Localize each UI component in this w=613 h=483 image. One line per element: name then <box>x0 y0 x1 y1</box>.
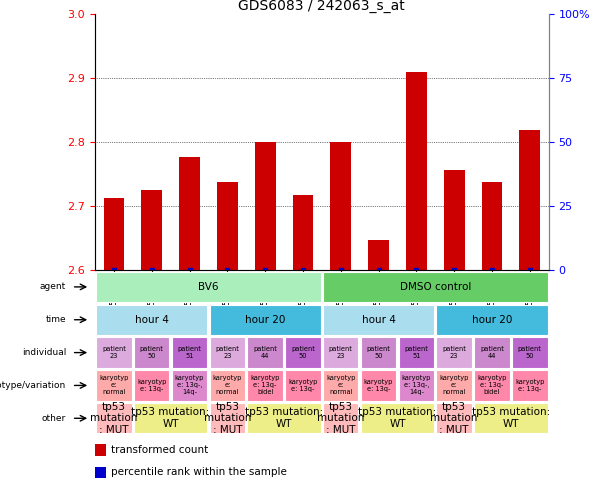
Text: tp53 mutation:
WT: tp53 mutation: WT <box>132 408 210 429</box>
Text: karyotyp
e:
normal: karyotyp e: normal <box>99 375 129 396</box>
Text: hour 4: hour 4 <box>362 315 395 325</box>
Text: karyotyp
e: 13q-: karyotyp e: 13q- <box>288 379 318 392</box>
Text: tp53 mutation:
WT: tp53 mutation: WT <box>472 408 550 429</box>
Text: karyotyp
e:
normal: karyotyp e: normal <box>213 375 242 396</box>
Text: karyotyp
e: 13q-
bidel: karyotyp e: 13q- bidel <box>478 375 506 396</box>
Bar <box>134 370 169 400</box>
Bar <box>323 272 547 302</box>
Text: BV6: BV6 <box>198 282 219 292</box>
Bar <box>210 305 321 335</box>
Text: patient
50: patient 50 <box>518 346 542 359</box>
Bar <box>323 338 359 368</box>
Bar <box>436 338 472 368</box>
Bar <box>398 370 434 400</box>
Bar <box>474 370 509 400</box>
Bar <box>134 403 207 433</box>
Text: tp53
mutation
: MUT: tp53 mutation : MUT <box>317 402 364 435</box>
Text: patient
23: patient 23 <box>329 346 352 359</box>
Text: karyotyp
e:
normal: karyotyp e: normal <box>326 375 356 396</box>
Text: patient
23: patient 23 <box>102 346 126 359</box>
Bar <box>323 403 359 433</box>
Text: karyotyp
e: 13q-: karyotyp e: 13q- <box>137 379 166 392</box>
Text: patient
23: patient 23 <box>442 346 466 359</box>
Text: other: other <box>42 414 66 423</box>
Bar <box>96 305 207 335</box>
Bar <box>210 370 245 400</box>
Bar <box>482 182 502 270</box>
Bar <box>96 403 132 433</box>
Bar <box>323 305 434 335</box>
Bar <box>292 195 313 270</box>
Bar <box>512 338 547 368</box>
Bar <box>248 370 283 400</box>
Bar <box>398 338 434 368</box>
Text: patient
23: patient 23 <box>215 346 239 359</box>
Text: tp53
mutation
: MUT: tp53 mutation : MUT <box>430 402 478 435</box>
Text: hour 20: hour 20 <box>245 315 285 325</box>
Bar <box>95 467 106 478</box>
Bar <box>285 338 321 368</box>
Text: patient
50: patient 50 <box>367 346 390 359</box>
Bar <box>474 403 547 433</box>
Bar <box>368 240 389 270</box>
Text: hour 4: hour 4 <box>135 315 169 325</box>
Text: tp53
mutation
: MUT: tp53 mutation : MUT <box>90 402 137 435</box>
Text: individual: individual <box>22 348 66 357</box>
Text: karyotyp
e: 13q-: karyotyp e: 13q- <box>515 379 544 392</box>
Title: GDS6083 / 242063_s_at: GDS6083 / 242063_s_at <box>238 0 405 14</box>
Bar <box>210 338 245 368</box>
Bar <box>361 338 396 368</box>
Bar <box>406 72 427 270</box>
Bar <box>285 370 321 400</box>
Bar <box>436 403 472 433</box>
Bar <box>172 338 207 368</box>
Bar <box>96 272 321 302</box>
Text: karyotyp
e: 13q-,
14q-: karyotyp e: 13q-, 14q- <box>175 375 204 396</box>
Bar <box>95 444 106 456</box>
Bar <box>323 370 359 400</box>
Bar <box>519 130 540 270</box>
Text: time: time <box>45 315 66 324</box>
Bar <box>361 370 396 400</box>
Bar <box>172 370 207 400</box>
Text: patient
51: patient 51 <box>405 346 428 359</box>
Bar <box>210 403 245 433</box>
Bar <box>436 370 472 400</box>
Text: DMSO control: DMSO control <box>400 282 471 292</box>
Text: karyotyp
e: 13q-: karyotyp e: 13q- <box>364 379 393 392</box>
Bar <box>444 170 465 270</box>
Text: karyotyp
e:
normal: karyotyp e: normal <box>440 375 469 396</box>
Bar <box>142 190 162 270</box>
Text: patient
50: patient 50 <box>291 346 315 359</box>
Bar <box>104 198 124 270</box>
Text: agent: agent <box>40 283 66 291</box>
Bar <box>248 403 321 433</box>
Text: tp53
mutation
: MUT: tp53 mutation : MUT <box>204 402 251 435</box>
Bar <box>474 338 509 368</box>
Bar <box>96 338 132 368</box>
Bar <box>361 403 434 433</box>
Text: patient
50: patient 50 <box>140 346 164 359</box>
Bar <box>179 157 200 270</box>
Bar <box>436 305 547 335</box>
Text: patient
51: patient 51 <box>178 346 202 359</box>
Bar <box>134 338 169 368</box>
Text: karyotyp
e: 13q-
bidel: karyotyp e: 13q- bidel <box>251 375 280 396</box>
Bar <box>248 338 283 368</box>
Bar <box>217 182 238 270</box>
Text: transformed count: transformed count <box>111 445 208 455</box>
Text: genotype/variation: genotype/variation <box>0 381 66 390</box>
Bar <box>96 370 132 400</box>
Bar <box>330 142 351 270</box>
Text: patient
44: patient 44 <box>253 346 277 359</box>
Bar <box>512 370 547 400</box>
Bar <box>255 142 275 270</box>
Text: karyotyp
e: 13q-,
14q-: karyotyp e: 13q-, 14q- <box>402 375 431 396</box>
Text: hour 20: hour 20 <box>472 315 512 325</box>
Text: patient
44: patient 44 <box>480 346 504 359</box>
Text: tp53 mutation:
WT: tp53 mutation: WT <box>245 408 323 429</box>
Text: percentile rank within the sample: percentile rank within the sample <box>111 468 287 477</box>
Text: tp53 mutation:
WT: tp53 mutation: WT <box>359 408 436 429</box>
